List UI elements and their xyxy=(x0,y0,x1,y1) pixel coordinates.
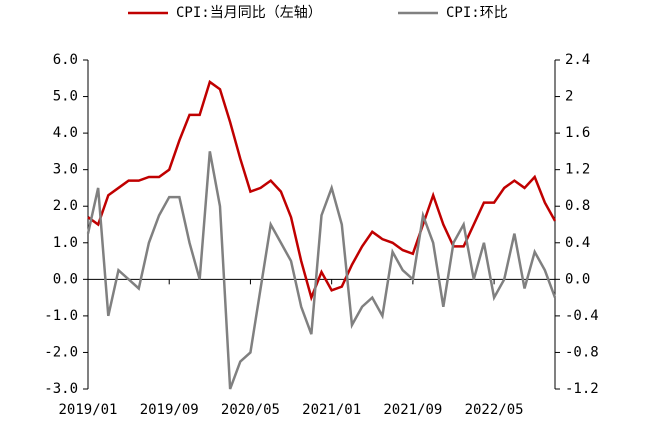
y-tick-label: -2.0 xyxy=(44,344,78,360)
y-tick-label: -0.8 xyxy=(565,344,599,360)
y-tick-label: 4.0 xyxy=(53,125,78,141)
y-tick-label: 2 xyxy=(565,89,573,105)
x-tick-label: 2021/01 xyxy=(302,402,361,418)
legend-label: CPI:环比 xyxy=(446,5,508,21)
y-tick-label: 0.0 xyxy=(565,271,590,287)
y-tick-label: 5.0 xyxy=(53,89,78,105)
y-tick-label: 3.0 xyxy=(53,162,78,178)
x-tick-label: 2021/09 xyxy=(383,402,442,418)
legend-label: CPI:当月同比（左轴） xyxy=(176,5,322,21)
y-tick-label: -1.2 xyxy=(565,381,599,397)
y-tick-label: 0.0 xyxy=(53,271,78,287)
y-tick-label: -0.4 xyxy=(565,308,599,324)
y-tick-label: -1.0 xyxy=(44,308,78,324)
x-tick-label: 2019/01 xyxy=(58,402,117,418)
y-tick-label: 1.6 xyxy=(565,125,590,141)
y-tick-label: -3.0 xyxy=(44,381,78,397)
series-line xyxy=(86,151,557,390)
y-tick-label: 2.0 xyxy=(53,198,78,214)
x-tick-label: 2022/05 xyxy=(465,402,524,418)
y-tick-label: 6.0 xyxy=(53,52,78,68)
x-tick-label: 2019/09 xyxy=(140,402,199,418)
y-tick-label: 0.4 xyxy=(565,235,590,251)
y-tick-label: 1.0 xyxy=(53,235,78,251)
y-tick-label: 2.4 xyxy=(565,52,590,68)
y-tick-label: 1.2 xyxy=(565,162,590,178)
y-tick-label: 0.8 xyxy=(565,198,590,214)
x-tick-label: 2020/05 xyxy=(221,402,280,418)
series-line xyxy=(87,79,557,302)
